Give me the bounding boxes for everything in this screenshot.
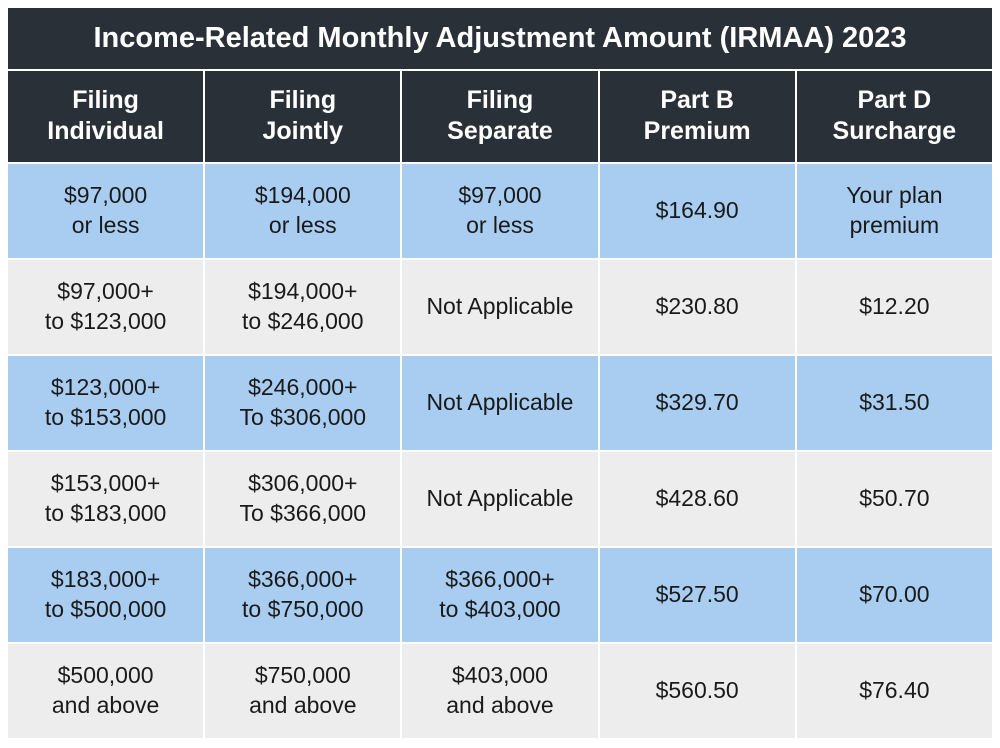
col-part-d-surcharge: Part DSurcharge — [796, 70, 993, 163]
cell-part-d: $50.70 — [796, 451, 993, 547]
cell-filing-jointly: $194,000+to $246,000 — [204, 259, 401, 355]
cell-part-b: $428.60 — [599, 451, 796, 547]
table-row: $123,000+to $153,000 $246,000+To $306,00… — [7, 355, 993, 451]
cell-filing-separate: $97,000or less — [401, 163, 598, 259]
cell-filing-separate: $366,000+to $403,000 — [401, 547, 598, 643]
cell-part-d: Your planpremium — [796, 163, 993, 259]
cell-part-d: $31.50 — [796, 355, 993, 451]
cell-filing-jointly: $750,000and above — [204, 643, 401, 739]
cell-filing-jointly: $246,000+To $306,000 — [204, 355, 401, 451]
cell-part-b: $329.70 — [599, 355, 796, 451]
cell-filing-separate: Not Applicable — [401, 355, 598, 451]
col-filing-individual: FilingIndividual — [7, 70, 204, 163]
irmaa-table: Income-Related Monthly Adjustment Amount… — [6, 6, 994, 740]
col-filing-separate: FilingSeparate — [401, 70, 598, 163]
cell-part-b: $560.50 — [599, 643, 796, 739]
cell-filing-individual: $153,000+to $183,000 — [7, 451, 204, 547]
cell-filing-individual: $97,000or less — [7, 163, 204, 259]
cell-filing-individual: $97,000+to $123,000 — [7, 259, 204, 355]
cell-filing-jointly: $306,000+To $366,000 — [204, 451, 401, 547]
table-row: $183,000+to $500,000 $366,000+to $750,00… — [7, 547, 993, 643]
cell-part-d: $70.00 — [796, 547, 993, 643]
table-title: Income-Related Monthly Adjustment Amount… — [7, 7, 993, 70]
cell-filing-jointly: $194,000or less — [204, 163, 401, 259]
table-row: $153,000+to $183,000 $306,000+To $366,00… — [7, 451, 993, 547]
table-title-row: Income-Related Monthly Adjustment Amount… — [7, 7, 993, 70]
table-row: $500,000and above $750,000and above $403… — [7, 643, 993, 739]
cell-filing-individual: $500,000and above — [7, 643, 204, 739]
cell-filing-jointly: $366,000+to $750,000 — [204, 547, 401, 643]
cell-filing-separate: Not Applicable — [401, 451, 598, 547]
table-row: $97,000or less $194,000or less $97,000or… — [7, 163, 993, 259]
cell-part-b: $230.80 — [599, 259, 796, 355]
cell-filing-separate: $403,000and above — [401, 643, 598, 739]
col-filing-jointly: FilingJointly — [204, 70, 401, 163]
cell-part-d: $12.20 — [796, 259, 993, 355]
table-row: $97,000+to $123,000 $194,000+to $246,000… — [7, 259, 993, 355]
cell-part-b: $527.50 — [599, 547, 796, 643]
cell-filing-separate: Not Applicable — [401, 259, 598, 355]
cell-filing-individual: $123,000+to $153,000 — [7, 355, 204, 451]
table-header-row: FilingIndividual FilingJointly FilingSep… — [7, 70, 993, 163]
cell-filing-individual: $183,000+to $500,000 — [7, 547, 204, 643]
col-part-b-premium: Part BPremium — [599, 70, 796, 163]
cell-part-d: $76.40 — [796, 643, 993, 739]
cell-part-b: $164.90 — [599, 163, 796, 259]
